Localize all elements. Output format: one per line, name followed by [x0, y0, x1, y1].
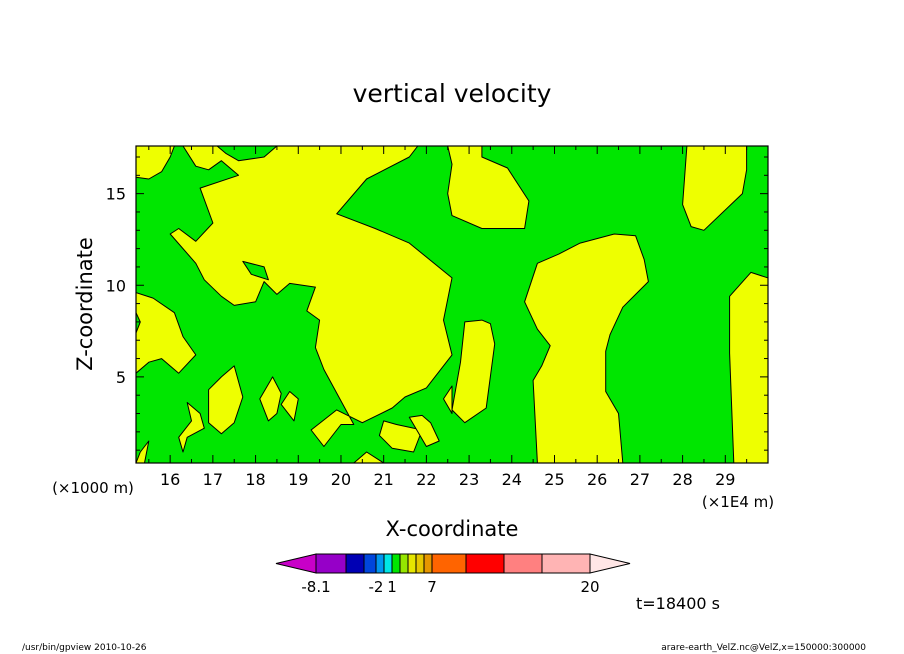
colorbar-label: -8.1 [301, 578, 330, 596]
x-tick-label: 24 [502, 470, 522, 489]
x-tick-label: 28 [672, 470, 692, 489]
x-tick-label: 25 [544, 470, 564, 489]
colorbar-segment [345, 553, 365, 574]
y-tick-label: 5 [116, 368, 126, 387]
x-tick-label: 21 [373, 470, 393, 489]
footer-right-text: arare-earth_VelZ.nc@VelZ,x=150000:300000 [661, 643, 866, 653]
contour-region-high [280, 391, 299, 422]
x-tick-label: 17 [203, 470, 223, 489]
colorbar-segment [431, 553, 467, 574]
contour-region-high [447, 146, 530, 229]
contour-region-high [136, 292, 197, 374]
colorbar-segment [407, 553, 417, 574]
colorbar-segment [415, 553, 425, 574]
y-tick-label: 15 [106, 185, 126, 204]
colorbar-segment [363, 553, 377, 574]
contour-region-high [136, 440, 150, 463]
contour-region-high [443, 385, 453, 414]
y-axis-ticks: 5 10 15 [106, 156, 768, 451]
time-label: t=18400 s [636, 594, 720, 613]
contour-region-high [136, 146, 175, 180]
colorbar-segment [391, 553, 401, 574]
x-tick-label: 18 [245, 470, 265, 489]
colorbar-segment [423, 553, 433, 574]
contour-region-high [208, 365, 244, 435]
colorbar-segment [375, 553, 385, 574]
contour-region-high [378, 420, 423, 453]
contour-region-low [242, 260, 269, 281]
contour-region-high [451, 319, 496, 424]
contour-region-high [729, 271, 768, 463]
colorbar-arrow-high [589, 553, 631, 574]
x-axis-ticks: 16 17 18 19 20 21 22 23 24 25 26 27 28 29 [148, 146, 748, 489]
y-axis-unit: (×1000 m) [52, 479, 134, 497]
x-tick-label: 26 [587, 470, 607, 489]
colorbar-label: 1 [387, 578, 397, 596]
contour-region-high [353, 451, 385, 463]
x-tick-label: 27 [630, 470, 650, 489]
colorbar-arrow-low [275, 553, 317, 574]
contour-region-low [136, 312, 141, 334]
x-tick-label: 19 [288, 470, 308, 489]
contour-region-high [524, 233, 649, 463]
colorbar-segment [465, 553, 505, 574]
plot-area: 16 17 18 19 20 21 22 23 24 25 26 27 28 29 5 10 15 [106, 145, 769, 489]
footer-left-text: /usr/bin/gpview 2010-10-26 [22, 643, 147, 653]
x-tick-label: 20 [331, 470, 351, 489]
colorbar [275, 553, 631, 574]
colorbar-label: 7 [427, 578, 437, 596]
colorbar-segment [541, 553, 591, 574]
x-tick-label: 23 [459, 470, 479, 489]
y-axis-label: Z-coordinate [73, 237, 97, 371]
x-tick-label: 22 [416, 470, 436, 489]
contour-region-high [408, 414, 440, 447]
contour-regions [136, 146, 768, 463]
colorbar-segment [383, 553, 393, 574]
colorbar-labels: -8.1 -2 1 7 20 [301, 578, 599, 596]
colorbar-label: -2 [369, 578, 384, 596]
plot-frame [135, 145, 769, 464]
y-tick-label: 10 [106, 276, 126, 295]
contour-region-high [169, 146, 453, 447]
contour-region-high [259, 376, 282, 422]
x-axis-unit: (×1E4 m) [702, 493, 774, 511]
chart-title: vertical velocity [353, 79, 552, 108]
x-axis-label: X-coordinate [386, 517, 519, 541]
colorbar-label: 20 [580, 578, 599, 596]
contour-region-high [178, 402, 205, 453]
x-tick-label: 29 [715, 470, 735, 489]
colorbar-segment [315, 553, 347, 574]
colorbar-segment [399, 553, 409, 574]
colorbar-segment [503, 553, 543, 574]
x-tick-label: 16 [160, 470, 180, 489]
